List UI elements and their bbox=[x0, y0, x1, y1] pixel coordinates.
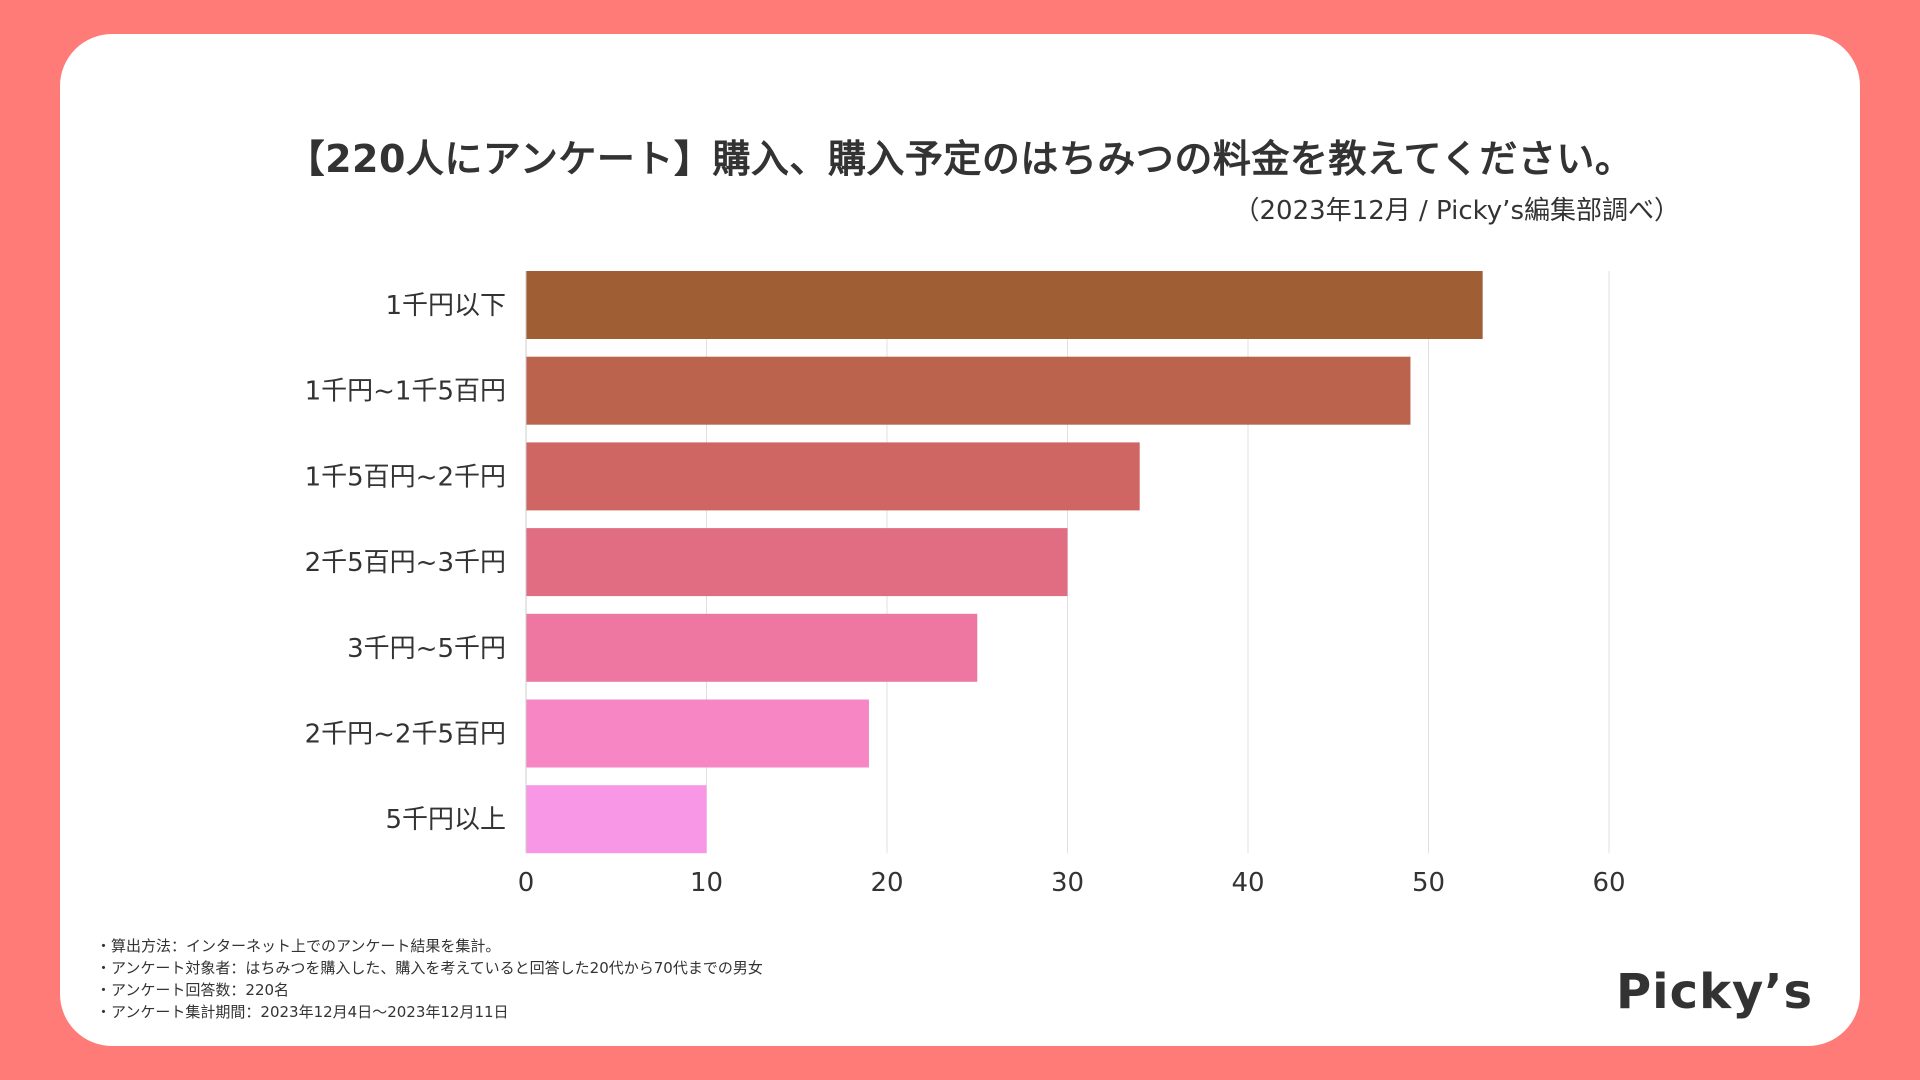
bar bbox=[526, 613, 978, 682]
bar bbox=[526, 785, 707, 854]
category-label: 1千円以下 bbox=[385, 291, 506, 321]
footnote: ・算出方法：インターネット上でのアンケート結果を集計。 bbox=[96, 937, 501, 955]
bar bbox=[526, 271, 1483, 339]
category-label: 1千円~1千5百円 bbox=[305, 377, 506, 407]
bar bbox=[526, 442, 1140, 511]
category-label: 1千5百円~2千円 bbox=[305, 462, 506, 492]
x-tick-label: 60 bbox=[1592, 868, 1625, 898]
bar bbox=[526, 528, 1068, 597]
category-label: 5千円以上 bbox=[385, 805, 506, 835]
chart-title: 【220人にアンケート】購入、購入予定のはちみつの料金を教えてください。 bbox=[286, 137, 1634, 181]
footnote: ・アンケート回答数：220名 bbox=[96, 981, 290, 999]
footnote: ・アンケート対象者：はちみつを購入した、購入を考えていると回答した20代から70… bbox=[96, 959, 763, 977]
category-label: 2千5百円~3千円 bbox=[305, 548, 506, 578]
footnote: ・アンケート集計期間：2023年12月4日〜2023年12月11日 bbox=[96, 1003, 509, 1021]
x-tick-label: 40 bbox=[1231, 868, 1264, 898]
x-tick-label: 0 bbox=[518, 868, 535, 898]
category-label: 3千円~5千円 bbox=[347, 634, 506, 664]
footnotes: ・算出方法：インターネット上でのアンケート結果を集計。 ・アンケート対象者：はち… bbox=[96, 935, 763, 1023]
bar bbox=[526, 699, 869, 768]
x-tick-label: 20 bbox=[870, 868, 903, 898]
x-tick-label: 10 bbox=[690, 868, 723, 898]
x-tick-label: 50 bbox=[1412, 868, 1445, 898]
category-label: 2千円~2千5百円 bbox=[305, 720, 506, 750]
x-tick-labels: 0 10 20 30 40 50 60 bbox=[518, 868, 1626, 898]
bars bbox=[526, 271, 1483, 854]
x-tick-label: 30 bbox=[1051, 868, 1084, 898]
chart-subtitle: （2023年12月 / Picky’s編集部調べ） bbox=[1233, 196, 1681, 226]
category-labels: 1千円以下 1千円~1千5百円 1千5百円~2千円 2千5百円~3千円 3千円~5千円 2… bbox=[305, 291, 506, 835]
pickys-logo: Picky’s bbox=[1616, 964, 1814, 1020]
bar bbox=[526, 356, 1411, 425]
